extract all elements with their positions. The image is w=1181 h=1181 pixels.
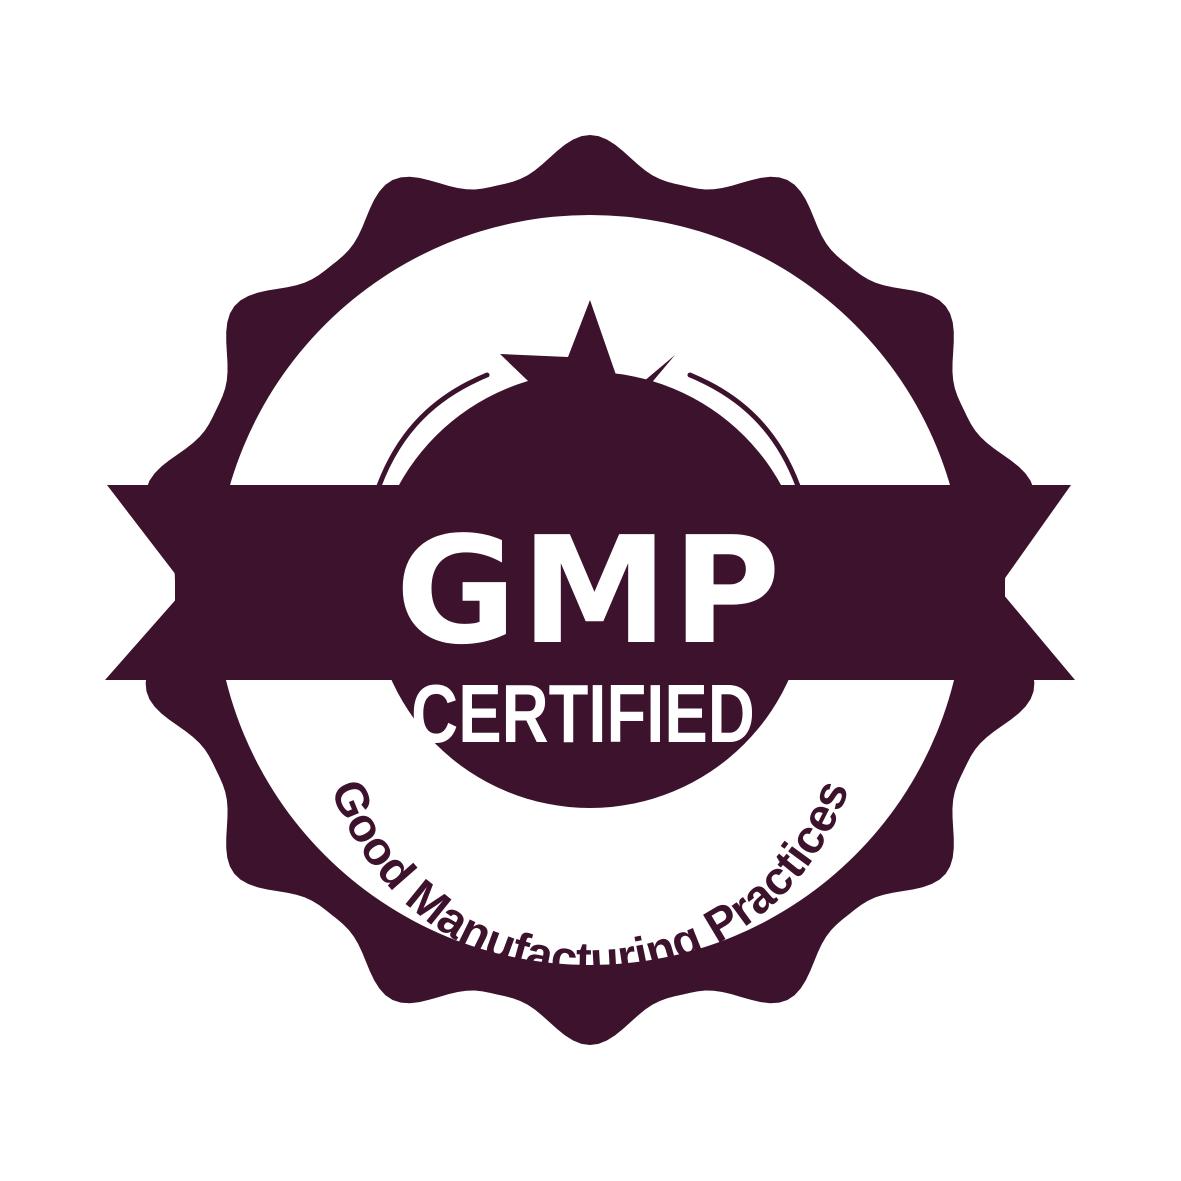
star-icon: [500, 300, 675, 462]
ribbon-banner: [105, 485, 1075, 680]
left-decorative-arc: [376, 372, 490, 489]
right-decorative-arc: [687, 372, 801, 489]
seal-title: GMP: [395, 505, 784, 677]
lower-white-band: [262, 680, 918, 956]
seal-subtitle: CERTIFIED: [411, 667, 755, 759]
